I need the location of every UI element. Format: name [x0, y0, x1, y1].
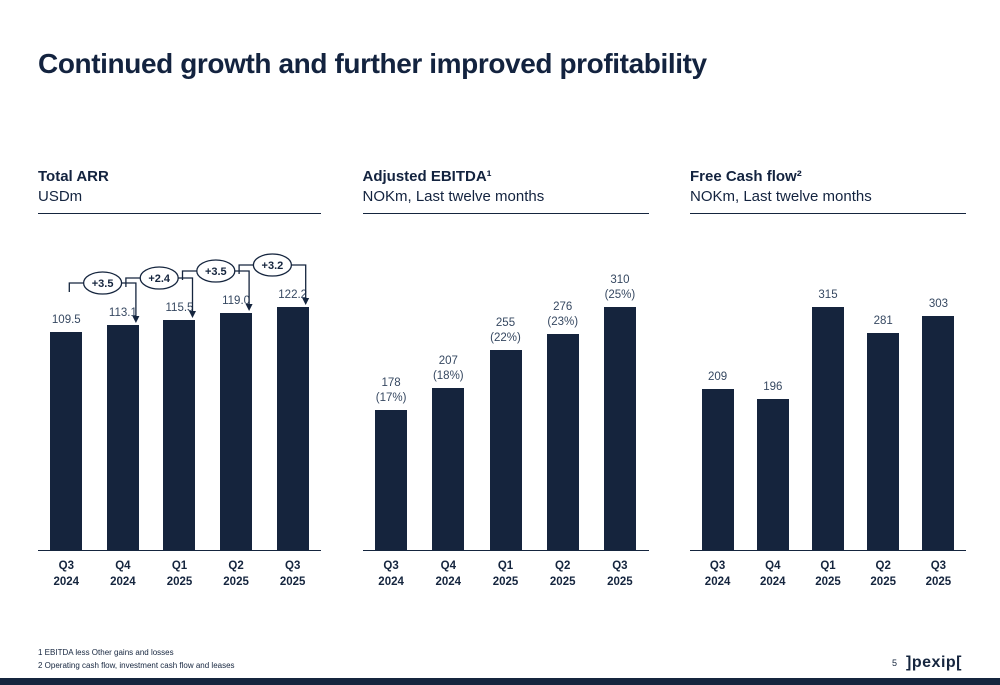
bar	[106, 325, 139, 550]
x-axis-label: Q3 2025	[925, 560, 952, 589]
bar	[489, 350, 522, 550]
bar-column: 276 (23%)	[534, 228, 591, 550]
charts-row: Total ARR USDm 109.5 113.1 115.5 119.0 122.2…	[38, 168, 966, 590]
bar-column: 315	[800, 228, 855, 550]
bar-value-label: 115.5	[165, 302, 194, 315]
x-axis-labels: Q3 2024 Q4 2024 Q1 2025 Q2 2025 Q3 2025	[38, 558, 321, 590]
x-axis-label: Q3 2024	[378, 560, 404, 589]
footnote-1: 1 EBITDA less Other gains and losses	[38, 648, 174, 658]
bar	[50, 332, 83, 550]
x-axis-label: Q2 2025	[549, 560, 576, 589]
bar	[603, 307, 636, 550]
bar	[163, 320, 196, 550]
x-axis-line	[362, 550, 649, 551]
x-axis-label: Q1 2025	[492, 560, 519, 589]
x-axis-label: Q1 2025	[815, 560, 841, 589]
bar-column: 255 (22%)	[477, 228, 534, 550]
bar-column: 281	[856, 228, 911, 550]
divider	[38, 213, 321, 214]
bar-value-label: 119.0	[222, 295, 251, 308]
bar-value-label: 178 (17%)	[375, 377, 407, 405]
bar-value-label: 207 (18%)	[432, 355, 464, 383]
chart-title-adjusted-ebitda: Adjusted EBITDA¹	[362, 168, 492, 185]
bar-value-label: 281	[873, 315, 893, 328]
chart-subtitle-total-arr: USDm	[38, 188, 83, 205]
bar-value-label: 315	[818, 289, 838, 302]
chart-panel-adjusted-ebitda: Adjusted EBITDA¹ NOKm, Last twelve month…	[362, 168, 649, 590]
footer: 1 EBITDA less Other gains and losses 2 O…	[38, 647, 962, 672]
bar-value-label: 113.1	[108, 307, 137, 320]
bar	[546, 334, 579, 550]
page-number: 5	[892, 658, 898, 668]
x-axis-labels: Q3 2024 Q4 2024 Q1 2025 Q2 2025 Q3 2025	[363, 558, 649, 590]
x-axis-label: Q2 2025	[870, 560, 896, 589]
pexip-logo: ]pexip[	[906, 654, 962, 671]
x-axis-label: Q3 2024	[53, 560, 80, 589]
bar-value-label: 310 (25%)	[604, 274, 636, 302]
bar-value-label: 255 (22%)	[490, 317, 521, 345]
bar	[756, 399, 789, 550]
x-axis-label: Q2 2025	[223, 560, 249, 589]
bottom-strip	[0, 678, 1000, 685]
x-axis-line	[690, 550, 966, 551]
bar-area: 178 (17%) 207 (18%) 255 (22%) 276 (23%) 310 …	[363, 228, 649, 550]
bar	[432, 388, 465, 550]
bar-chart-free-cash-flow: 209 196 315 281 303 Q3 2024 Q4 2024 Q1 2025 Q2 2…	[690, 228, 966, 590]
chart-title-total-arr: Total ARR	[38, 168, 109, 185]
bar	[701, 389, 734, 550]
bar-value-label: 122.2	[278, 289, 308, 302]
chart-subtitle-free-cash-flow: NOKm, Last twelve months	[690, 188, 872, 205]
divider	[362, 213, 649, 214]
chart-subtitle-adjusted-ebitda: NOKm, Last twelve months	[362, 188, 545, 205]
bar-chart-adjusted-ebitda: 178 (17%) 207 (18%) 255 (22%) 276 (23%) 310 …	[362, 228, 649, 590]
chart-title-free-cash-flow: Free Cash flow²	[690, 168, 802, 185]
chart-panel-total-arr: Total ARR USDm 109.5 113.1 115.5 119.0 122.2…	[38, 168, 321, 590]
bar-value-label: 109.5	[51, 314, 81, 327]
x-axis-label: Q3 2025	[607, 560, 633, 589]
footnotes: 1 EBITDA less Other gains and losses 2 O…	[38, 647, 235, 672]
footnote-2: 2 Operating cash flow, investment cash f…	[38, 660, 235, 670]
bar-column: 178 (17%)	[363, 228, 420, 550]
x-axis-label: Q1 2025	[166, 560, 193, 589]
slide-title: Continued growth and further improved pr…	[38, 48, 707, 79]
bar-value-label: 276 (23%)	[547, 301, 579, 329]
bar-area: 109.5 113.1 115.5 119.0 122.2	[38, 228, 321, 550]
brand-block: 5 ]pexip[	[892, 654, 962, 672]
x-axis-label: Q3 2024	[704, 560, 731, 589]
x-axis-labels: Q3 2024 Q4 2024 Q1 2025 Q2 2025 Q3 2025	[690, 558, 966, 590]
bar	[276, 307, 309, 550]
bar	[867, 333, 900, 550]
bar-column: 209	[690, 228, 745, 550]
bar	[375, 410, 408, 550]
bar-chart-total-arr: 109.5 113.1 115.5 119.0 122.2 Q3 2024 Q4 2024 Q…	[38, 228, 321, 590]
x-axis-label: Q3 2025	[279, 560, 306, 589]
bar	[220, 313, 253, 550]
bar-area: 209 196 315 281 303	[690, 228, 966, 550]
bar-value-label: 209	[708, 371, 728, 384]
bar-column: 122.2	[264, 228, 321, 550]
bar-column: 115.5	[151, 228, 208, 550]
divider	[690, 213, 966, 214]
x-axis-line	[38, 550, 321, 551]
bar	[812, 307, 844, 550]
bar-column: 119.0	[208, 228, 265, 550]
bar-column: 310 (25%)	[591, 228, 648, 550]
bar-column: 196	[745, 228, 800, 550]
bar-column: 303	[911, 228, 966, 550]
bar-column: 109.5	[38, 228, 95, 550]
x-axis-label: Q4 2024	[110, 560, 136, 589]
bar	[922, 316, 955, 550]
bar-value-label: 303	[928, 298, 948, 311]
bar-column: 207 (18%)	[420, 228, 477, 550]
x-axis-label: Q4 2024	[760, 560, 786, 589]
chart-panel-free-cash-flow: Free Cash flow² NOKm, Last twelve months…	[690, 168, 966, 590]
bar-value-label: 196	[763, 381, 783, 394]
bar-column: 113.1	[95, 228, 152, 550]
x-axis-label: Q4 2024	[435, 560, 462, 589]
